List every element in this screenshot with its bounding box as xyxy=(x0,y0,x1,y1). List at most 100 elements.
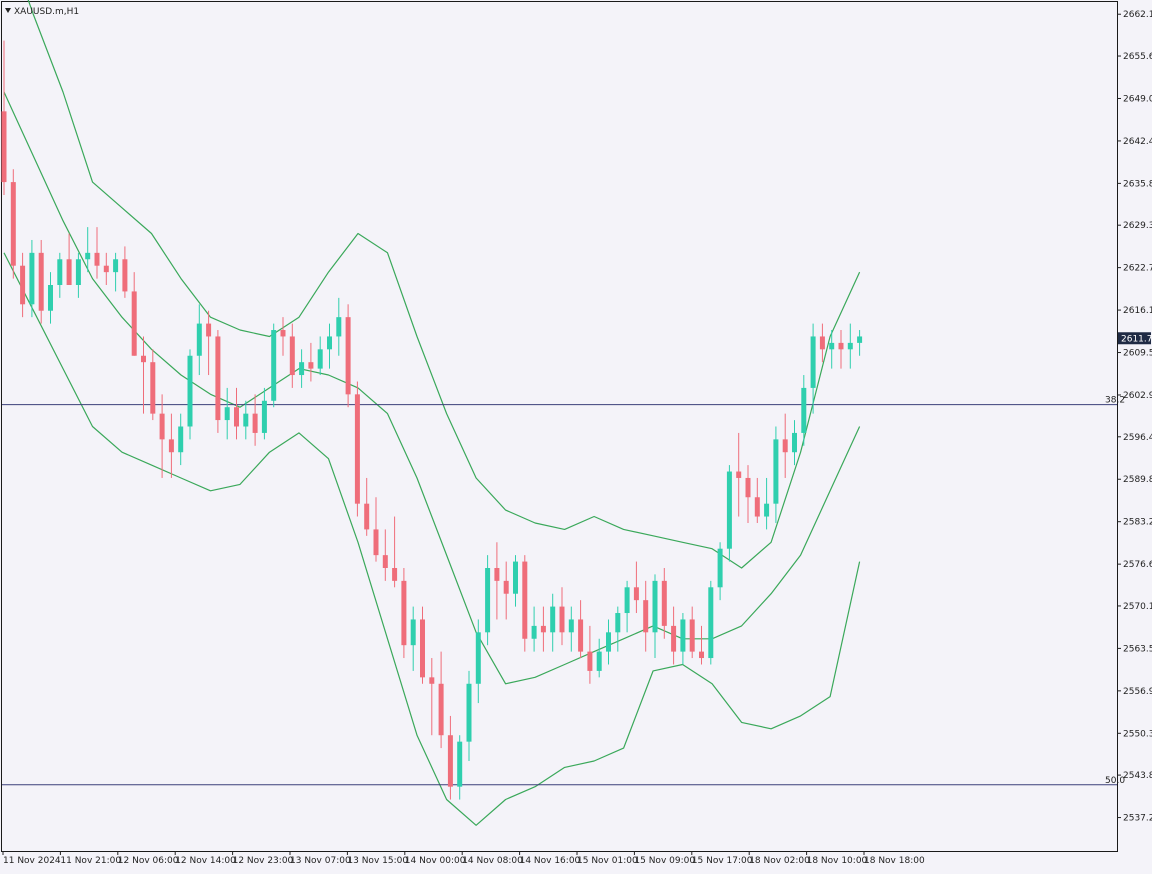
candle-bear xyxy=(392,568,398,581)
candle-bull xyxy=(466,683,472,742)
price-tick-label: 2649.00 xyxy=(1123,94,1152,104)
candle-bull xyxy=(457,741,463,787)
candle-bear xyxy=(308,362,314,369)
candle-bear xyxy=(699,651,704,659)
bollinger-middle-line xyxy=(3,91,861,685)
price-tick-label: 2602.90 xyxy=(1123,391,1152,401)
candle-bull xyxy=(48,285,53,311)
candle-bull xyxy=(792,432,797,453)
candle-bear xyxy=(503,580,509,594)
candle-bear xyxy=(159,413,165,440)
candle-bull xyxy=(606,632,611,652)
price-axis[interactable]: 2662.10 2655.60 2649.00 2642.40 2635.80 2629.… xyxy=(1117,10,1152,824)
candle-bull xyxy=(810,336,816,388)
time-tick-label: 14 Nov 16:00 xyxy=(520,856,581,866)
candle-bear xyxy=(131,291,137,356)
candle-bear xyxy=(38,252,44,311)
price-tick-label: 2609.50 xyxy=(1123,349,1152,359)
candle-bear xyxy=(206,323,212,337)
candle-bull xyxy=(475,632,481,684)
candle-bear xyxy=(438,683,444,736)
candle-bull xyxy=(513,561,518,594)
price-tick-label: 2537.20 xyxy=(1123,814,1152,824)
price-tick-label: 2629.30 xyxy=(1123,221,1152,231)
candle-bull xyxy=(550,606,556,633)
candle-bear xyxy=(373,529,379,556)
price-tick-label: 2583.20 xyxy=(1123,518,1152,528)
candle-bear xyxy=(522,561,528,639)
bollinger-bands xyxy=(3,0,861,826)
time-tick-label: 18 Nov 10:00 xyxy=(807,856,868,866)
candle-bull xyxy=(75,259,81,285)
time-tick-label: 13 Nov 07:00 xyxy=(290,856,351,866)
candle-bear xyxy=(215,336,221,421)
candle-bear xyxy=(150,362,156,414)
time-tick-label: 18 Nov 02:00 xyxy=(749,856,810,866)
time-tick-label: 13 Nov 15:00 xyxy=(347,856,408,866)
candle-bear xyxy=(587,651,593,671)
time-tick-label: 14 Nov 08:00 xyxy=(462,856,523,866)
candle-bear xyxy=(10,182,16,266)
candle-bull xyxy=(196,323,202,356)
time-tick-label: 11 Nov 2024 xyxy=(3,856,61,866)
candle-bull xyxy=(801,387,807,433)
candle-bear xyxy=(633,587,639,601)
collapse-triangle-icon[interactable] xyxy=(5,8,11,13)
price-tick-label: 2543.80 xyxy=(1123,771,1152,781)
price-tick-label: 2550.30 xyxy=(1123,729,1152,739)
candle-bear xyxy=(20,265,26,305)
candle-bull xyxy=(596,651,602,671)
candle-bear xyxy=(66,259,72,285)
candle-bear xyxy=(234,407,239,427)
candle-bear xyxy=(671,625,677,652)
candle-bull xyxy=(531,625,537,639)
candle-bear xyxy=(94,252,100,266)
candle-bear xyxy=(540,625,546,633)
time-tick-label: 18 Nov 18:00 xyxy=(864,856,925,866)
candle-bear xyxy=(754,497,760,517)
price-tick-label: 2655.60 xyxy=(1123,52,1152,62)
current-price-label: 2611.72 xyxy=(1121,334,1152,344)
candle-bull xyxy=(243,413,249,427)
candle-bull xyxy=(336,317,342,337)
symbol-label: XAUUSD.m,H1 xyxy=(14,7,79,17)
candle-bear xyxy=(1,111,7,183)
candle-bear xyxy=(838,342,844,350)
candle-bear xyxy=(168,439,174,453)
candle-bull xyxy=(410,619,416,646)
candle-bear xyxy=(382,555,388,568)
time-tick-label: 11 Nov 21:00 xyxy=(60,856,121,866)
candle-bull xyxy=(299,362,305,376)
candle-bull xyxy=(261,400,267,433)
candle-bear xyxy=(103,265,109,273)
candle-bear xyxy=(122,259,128,292)
price-tick-label: 2622.70 xyxy=(1123,264,1152,274)
candle-bull xyxy=(113,259,119,273)
bollinger-lower-line xyxy=(3,252,861,826)
bollinger-upper-line xyxy=(27,0,861,569)
price-tick-label: 2563.50 xyxy=(1123,644,1152,654)
time-tick-label: 15 Nov 17:00 xyxy=(692,856,753,866)
time-tick-label: 14 Nov 00:00 xyxy=(405,856,466,866)
candle-bull xyxy=(708,587,714,659)
candle-bull xyxy=(85,252,91,260)
symbol-header[interactable]: XAUUSD.m,H1 xyxy=(5,7,79,17)
candle-bull xyxy=(29,252,35,305)
candle-bear xyxy=(559,606,565,633)
candle-bear xyxy=(447,735,453,787)
candle-bear xyxy=(745,477,751,498)
price-tick-label: 2576.60 xyxy=(1123,560,1152,570)
current-price-tag xyxy=(1118,332,1151,345)
candle-bull xyxy=(224,407,230,421)
candle-bull xyxy=(317,349,323,369)
candle-bear xyxy=(689,619,695,652)
time-tick-label: 12 Nov 14:00 xyxy=(175,856,236,866)
price-tick-label: 2596.40 xyxy=(1123,433,1152,443)
price-tick-label: 2642.40 xyxy=(1123,137,1152,147)
fib-label: 50.0 xyxy=(1105,776,1125,786)
candle-bull xyxy=(857,336,863,343)
